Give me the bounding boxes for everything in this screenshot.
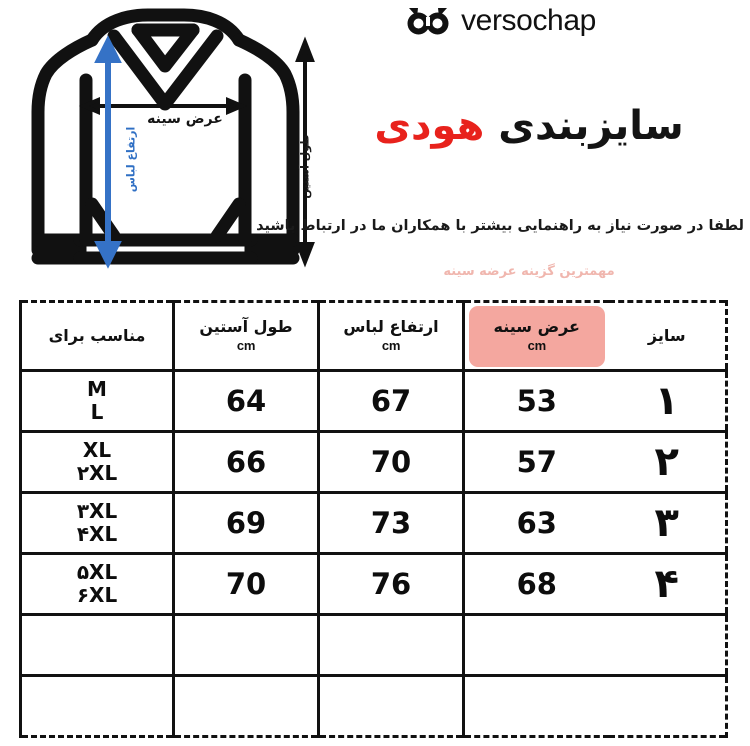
header-cell-fit: مناسب برای	[19, 301, 174, 372]
cell-sleeve: 70	[172, 553, 319, 616]
header-cell-sleeve: طول آستین cm	[172, 301, 319, 372]
chest-value: 68	[516, 566, 557, 601]
header-label-size: سایز	[647, 325, 686, 345]
sleeve-measure-arrow	[295, 36, 315, 268]
cell-chest: 63	[462, 492, 609, 555]
fit-value-primary: ۳XL	[76, 499, 118, 524]
size-value: ۴	[654, 561, 679, 607]
cell-size	[608, 675, 728, 737]
cell-length	[317, 614, 464, 677]
cell-sleeve	[172, 614, 319, 677]
cell-sleeve	[172, 675, 319, 737]
cell-size: ۱	[608, 370, 728, 433]
cell-fit: ۳XL ۴XL	[19, 492, 174, 555]
cell-length	[317, 675, 464, 737]
brand-logo: versochap	[316, 6, 686, 36]
cell-fit: M L	[19, 370, 174, 433]
header-label-length: ارتفاع لباس	[343, 316, 439, 336]
brand-name: versochap	[461, 4, 596, 37]
fit-value-secondary: L	[90, 400, 104, 424]
length-value: 67	[370, 383, 412, 418]
chest-header-highlight	[469, 306, 605, 367]
table-row	[19, 614, 728, 677]
fit-value: XL ۲XL	[22, 439, 172, 484]
page-title: سایزبندی هودی	[316, 104, 750, 148]
fit-value: ۵XL ۶XL	[22, 561, 172, 606]
cell-chest	[462, 675, 609, 737]
cell-sleeve: 69	[172, 492, 319, 555]
fit-value: ۳XL ۴XL	[22, 500, 172, 545]
fit-value: M L	[22, 378, 172, 423]
cell-size: ۴	[608, 553, 728, 616]
cell-sleeve: 64	[172, 370, 319, 433]
cell-length: 70	[317, 431, 464, 494]
header-label-sleeve: طول آستین	[199, 316, 293, 336]
length-measure-arrow	[94, 35, 122, 269]
table-row: ۱ 53 67 64 M L	[19, 370, 728, 433]
garment-length-label: ارتفاع لباس	[124, 126, 138, 193]
cell-chest: 57	[462, 431, 609, 494]
size-value: ۲	[654, 439, 679, 485]
chest-measure-arrow	[78, 96, 248, 116]
cell-fit: XL ۲XL	[19, 431, 174, 494]
cell-fit	[19, 614, 174, 677]
cell-length: 67	[317, 370, 464, 433]
size-value: ۳	[654, 500, 679, 546]
cell-chest: 68	[462, 553, 609, 616]
brand-and-title: versochap سایزبندی هودی لطفا در صورت نیا…	[256, 0, 750, 292]
cell-chest	[462, 614, 609, 677]
table-row: ۲ 57 70 66 XL ۲XL	[19, 431, 728, 494]
page-title-main: سایزبندی	[498, 103, 684, 149]
fit-value-secondary: ۴XL	[76, 522, 118, 546]
size-table-container: سایز عرض سینه cm ارتفاع لباس cm	[19, 300, 728, 738]
cell-length: 73	[317, 492, 464, 555]
length-value: 76	[370, 566, 412, 601]
chest-value: 63	[516, 505, 557, 540]
table-row	[19, 675, 728, 737]
fit-value-primary: XL	[82, 438, 112, 463]
table-header-row: سایز عرض سینه cm ارتفاع لباس cm	[19, 301, 728, 372]
subtitle-text: لطفا در صورت نیاز به راهنمایی بیشتر با ه…	[256, 218, 744, 234]
fit-value-secondary: ۲XL	[76, 461, 118, 485]
sleeve-value: 66	[225, 444, 267, 479]
cell-length: 76	[317, 553, 464, 616]
chest-width-label: عرض سینه	[147, 111, 223, 127]
length-value: 73	[370, 505, 412, 540]
cell-size: ۲	[608, 431, 728, 494]
chest-value: 53	[516, 383, 557, 418]
header-cell-length: ارتفاع لباس cm	[317, 301, 464, 372]
length-value: 70	[370, 444, 412, 479]
header-cell-chest: عرض سینه cm	[462, 301, 609, 372]
sleeve-length-label: طول آستین	[298, 134, 312, 199]
header-unit-chest: cm	[527, 338, 547, 354]
header-label-fit: مناسب برای	[48, 325, 146, 345]
cell-size	[608, 614, 728, 677]
fit-value-primary: M	[87, 377, 107, 402]
table-row: ۳ 63 73 69 ۳XL ۴XL	[19, 492, 728, 555]
cell-fit	[19, 675, 174, 737]
size-value: ۱	[654, 378, 679, 424]
sleeve-value: 69	[225, 505, 267, 540]
header-unit-sleeve: cm	[236, 338, 256, 354]
chest-value: 57	[516, 444, 557, 479]
cell-chest: 53	[462, 370, 609, 433]
owl-icon	[407, 8, 449, 35]
header-cell-size: سایز	[608, 301, 728, 372]
cell-size: ۳	[608, 492, 728, 555]
cell-sleeve: 66	[172, 431, 319, 494]
ghost-note-text: مهمترین گزینه عرضه سینه	[443, 264, 615, 279]
header-section: عرض سینه ارتفاع لباس طول آستین versochap…	[0, 0, 750, 292]
fit-value-primary: ۵XL	[76, 560, 118, 585]
cell-fit: ۵XL ۶XL	[19, 553, 174, 616]
page-title-accent: هودی	[374, 103, 485, 149]
sleeve-value: 64	[225, 383, 267, 418]
fit-value-secondary: ۶XL	[76, 583, 118, 607]
hoodie-diagram: عرض سینه ارتفاع لباس طول آستین	[18, 8, 316, 286]
size-table: سایز عرض سینه cm ارتفاع لباس cm	[19, 300, 728, 738]
sleeve-value: 70	[225, 566, 267, 601]
header-unit-length: cm	[381, 338, 401, 354]
table-row: ۴ 68 76 70 ۵XL ۶XL	[19, 553, 728, 616]
header-label-chest: عرض سینه	[493, 316, 581, 336]
